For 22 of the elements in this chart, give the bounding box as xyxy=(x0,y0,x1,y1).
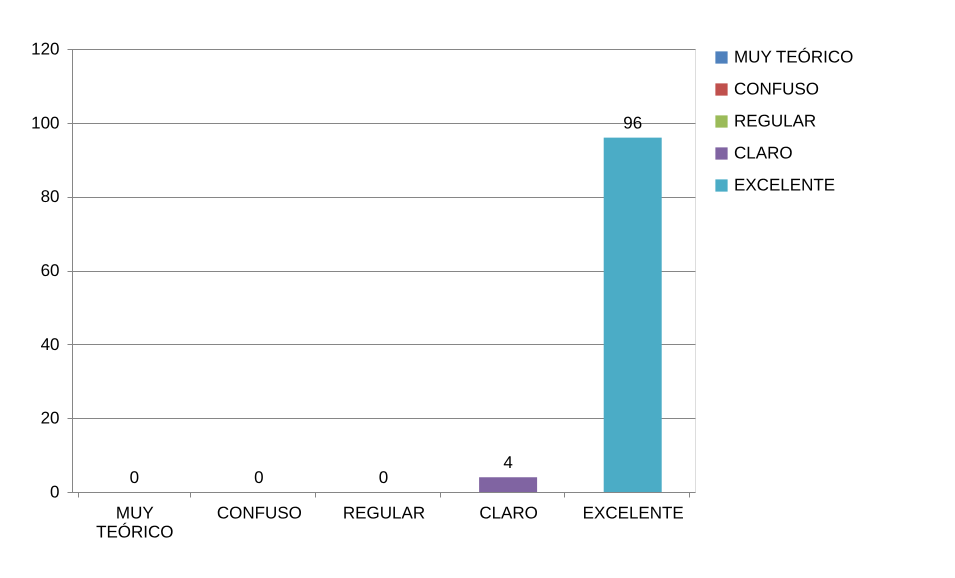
legend-label: REGULAR xyxy=(734,112,816,130)
y-tick-label: 0 xyxy=(50,482,60,502)
y-tick-label: 80 xyxy=(40,187,60,206)
y-tick-label: 100 xyxy=(31,113,60,132)
legend-label: EXCELENTE xyxy=(734,176,836,194)
x-tick-label: EXCELENTE xyxy=(582,504,684,522)
legend-label: CONFUSO xyxy=(734,80,819,98)
data-label: 4 xyxy=(503,453,513,472)
data-label: 0 xyxy=(130,468,140,487)
y-tick-label: 40 xyxy=(40,334,60,354)
x-tick-label: CLARO xyxy=(479,504,538,522)
legend-label: MUY TEÓRICO xyxy=(734,48,854,66)
data-label: 0 xyxy=(254,468,264,487)
x-tick-label: MUY TEÓRICO xyxy=(96,504,174,542)
x-tick-label: REGULAR xyxy=(342,504,426,522)
data-label: 0 xyxy=(378,468,388,487)
data-label: 96 xyxy=(623,114,642,133)
y-tick-label: 60 xyxy=(40,261,60,280)
x-tick-label: CONFUSO xyxy=(216,504,302,522)
y-tick-label: 20 xyxy=(40,408,60,428)
y-tick-label: 120 xyxy=(31,40,60,58)
legend-label: CLARO xyxy=(734,144,793,162)
